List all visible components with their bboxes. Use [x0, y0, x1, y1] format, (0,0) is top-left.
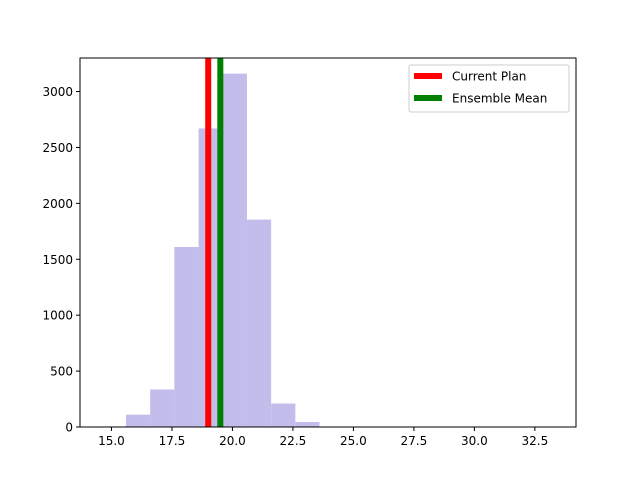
y-axis: 0 500 1000 1500 2000 2500 3000	[42, 85, 80, 435]
y-tick-label-4: 2000	[42, 197, 73, 211]
x-tick-label-7: 32.5	[522, 434, 549, 448]
x-axis: 15.0 17.5 20.0 22.5 25.0 27.5 30.0 32.5	[98, 427, 548, 448]
y-tick-label-2: 1000	[42, 309, 73, 323]
x-tick-label-0: 15.0	[98, 434, 125, 448]
y-tick-label-5: 2500	[42, 141, 73, 155]
vertical-lines	[205, 58, 224, 427]
legend-box	[408, 64, 570, 113]
legend: Current Plan Ensemble Mean	[408, 64, 570, 113]
plot-frame	[79, 57, 577, 428]
y-tick-label-3: 1500	[42, 253, 73, 267]
x-tick-label-2: 20.0	[219, 434, 246, 448]
histogram-bar-7	[271, 403, 296, 427]
histogram-bar-6	[246, 219, 272, 427]
x-tick-label-4: 25.0	[340, 434, 367, 448]
histogram-bar-2	[150, 389, 175, 427]
y-tick-label-0: 0	[65, 421, 73, 435]
x-tick-label-6: 30.0	[461, 434, 488, 448]
x-tick-label-5: 27.5	[401, 434, 428, 448]
legend-label-current-plan: Current Plan	[452, 70, 526, 84]
y-tick-label-1: 500	[50, 365, 73, 379]
histogram-bar-8	[295, 421, 320, 427]
histogram-bar-3	[174, 246, 199, 427]
histogram-bar-5	[222, 73, 247, 428]
x-tick-label-1: 17.5	[159, 434, 186, 448]
x-tick-label-3: 22.5	[280, 434, 307, 448]
y-tick-label-6: 3000	[42, 85, 73, 99]
histogram-bar-1	[125, 414, 151, 427]
legend-label-ensemble-mean: Ensemble Mean	[452, 92, 547, 106]
